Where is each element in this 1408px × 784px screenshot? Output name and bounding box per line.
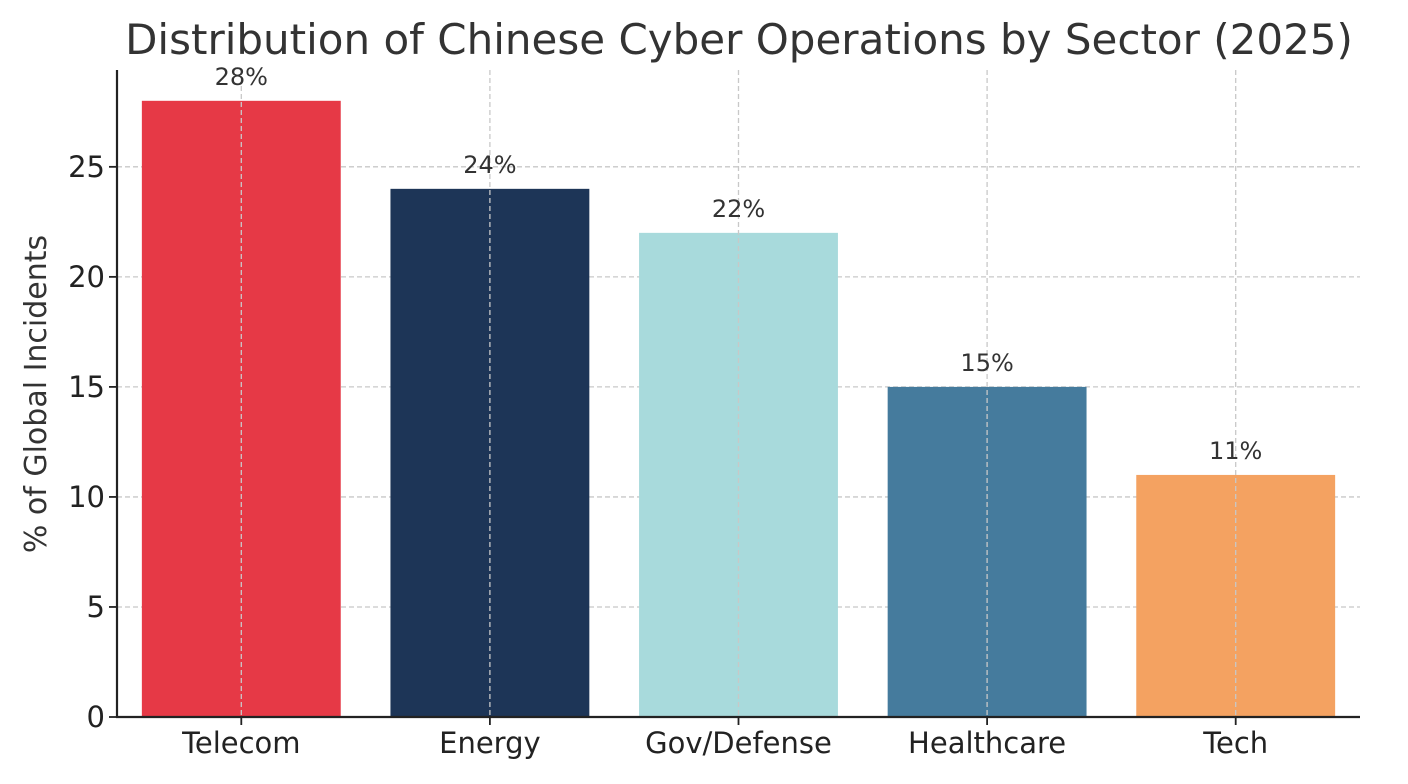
y-tick-label: 15 bbox=[68, 370, 105, 404]
x-tick-label: Telecom bbox=[181, 726, 300, 760]
y-tick-label: 20 bbox=[68, 260, 105, 294]
data-label: 11% bbox=[1209, 437, 1262, 465]
y-axis-label: % of Global Incidents bbox=[19, 235, 54, 553]
bars-layer bbox=[141, 100, 1336, 718]
data-label: 24% bbox=[463, 151, 516, 179]
x-tick-label: Energy bbox=[439, 726, 541, 760]
y-tick-label: 10 bbox=[68, 480, 105, 514]
y-tick-label: 25 bbox=[68, 150, 105, 184]
data-label: 28% bbox=[215, 63, 268, 91]
x-tick-label: Healthcare bbox=[908, 726, 1066, 760]
axes-layer bbox=[109, 70, 1360, 725]
y-tick-label: 0 bbox=[87, 700, 105, 734]
labels-layer: 0 5 10 15 20 25 Telecom Energy Gov/Defense Health… bbox=[68, 63, 1268, 760]
bar-tech bbox=[1136, 474, 1336, 717]
vertical-grid-layer bbox=[240, 70, 1237, 717]
y-tick-label: 5 bbox=[87, 590, 105, 624]
data-label: 22% bbox=[712, 195, 765, 223]
chart-title: Distribution of Chinese Cyber Operations… bbox=[125, 15, 1353, 64]
x-tick-label: Tech bbox=[1202, 726, 1268, 760]
x-tick-label: Gov/Defense bbox=[645, 726, 832, 760]
data-label: 15% bbox=[960, 349, 1013, 377]
bar-energy bbox=[390, 188, 590, 717]
